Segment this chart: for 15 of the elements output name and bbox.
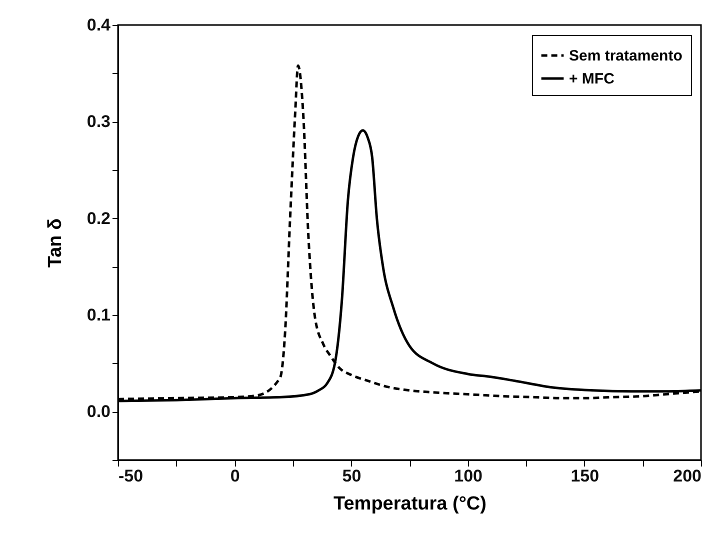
y-tick-label: 0.1 (86, 306, 110, 324)
legend-label: Sem tratamento (569, 48, 682, 64)
x-axis-title: Temperatura (°C) (334, 494, 486, 514)
y-tick-label: 0.3 (86, 112, 110, 132)
x-tick-label: 50 (342, 466, 362, 486)
legend-label: + MFC (569, 70, 615, 88)
y-tick-label: 0.4 (86, 16, 112, 34)
x-tick-label: 100 (454, 466, 482, 486)
y-tick-label: 0.2 (86, 208, 110, 228)
y-tick-label: 0.0 (86, 402, 110, 422)
x-tick-label: 0 (230, 466, 240, 486)
y-axis-title: Tan δ (44, 218, 66, 268)
x-tick-label: 150 (570, 466, 600, 486)
x-tick-label: 200 (673, 466, 702, 486)
x-tick-label: -50 (118, 466, 144, 486)
